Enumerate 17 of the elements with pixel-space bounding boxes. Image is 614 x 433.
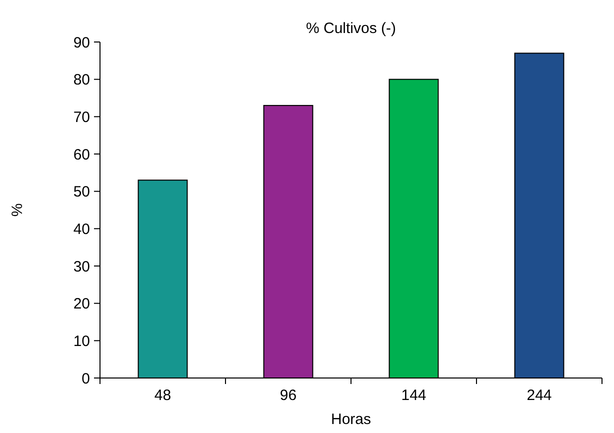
y-tick-label: 20 xyxy=(73,296,90,313)
x-tick-label: 96 xyxy=(280,387,297,404)
y-tick-label: 0 xyxy=(82,370,90,388)
x-axis-title: Horas xyxy=(330,411,372,428)
y-tick-label: 50 xyxy=(73,184,90,201)
y-tick-label: 80 xyxy=(73,72,90,89)
x-tick-label: 48 xyxy=(154,387,172,404)
y-tick-label: 10 xyxy=(73,332,90,350)
y-tick-label: 30 xyxy=(73,258,90,276)
x-tick-label: 244 xyxy=(526,387,552,404)
y-tick-label: 70 xyxy=(73,108,90,126)
chart-title: % Cultivos (-) xyxy=(306,20,396,37)
y-tick-label: 40 xyxy=(73,220,90,238)
y-tick-label: 90 xyxy=(73,34,90,52)
x-tick-label: 144 xyxy=(401,387,426,404)
y-axis-title: % xyxy=(9,203,26,217)
y-tick-label: 60 xyxy=(73,146,90,164)
